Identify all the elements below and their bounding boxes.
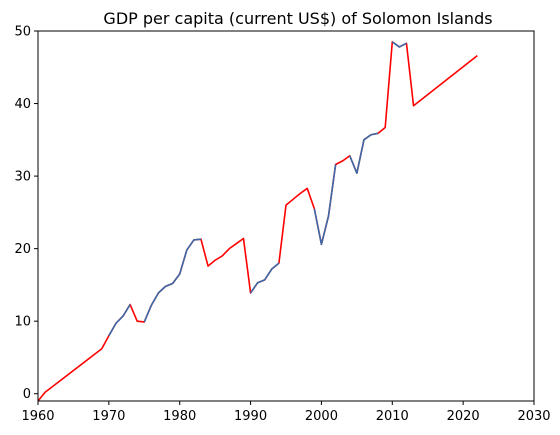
y-tick-label: 0 bbox=[23, 387, 31, 402]
series-1-line-4 bbox=[349, 132, 379, 174]
x-axis: 1960 1970 1980 1990 2000 2010 2020 2030 bbox=[21, 401, 551, 424]
series-1-line-2 bbox=[249, 262, 280, 294]
series-0-line bbox=[37, 41, 478, 402]
x-tick-label: 2000 bbox=[305, 409, 338, 424]
y-tick-label: 30 bbox=[14, 170, 31, 185]
series-1-line-3 bbox=[313, 164, 337, 246]
series-layer bbox=[37, 41, 478, 402]
x-tick-label: 2030 bbox=[517, 409, 550, 424]
chart-title: GDP per capita (current US$) of Solomon … bbox=[103, 9, 492, 28]
series-1-line-0 bbox=[108, 304, 131, 337]
series-1-line-5 bbox=[391, 41, 407, 48]
series-1-line-1 bbox=[143, 238, 202, 323]
x-tick-label: 1980 bbox=[163, 409, 196, 424]
y-tick-label: 20 bbox=[14, 242, 31, 257]
plot-frame bbox=[37, 30, 535, 402]
y-tick-label: 40 bbox=[14, 97, 31, 112]
y-tick-label: 10 bbox=[14, 315, 31, 330]
x-tick-label: 2020 bbox=[447, 409, 480, 424]
x-tick-label: 2010 bbox=[376, 409, 409, 424]
y-axis: 0 10 20 30 40 50 bbox=[14, 25, 38, 402]
x-tick-label: 1960 bbox=[21, 409, 54, 424]
x-tick-label: 1990 bbox=[234, 409, 267, 424]
x-tick-label: 1970 bbox=[92, 409, 125, 424]
y-tick-label: 50 bbox=[14, 25, 31, 40]
